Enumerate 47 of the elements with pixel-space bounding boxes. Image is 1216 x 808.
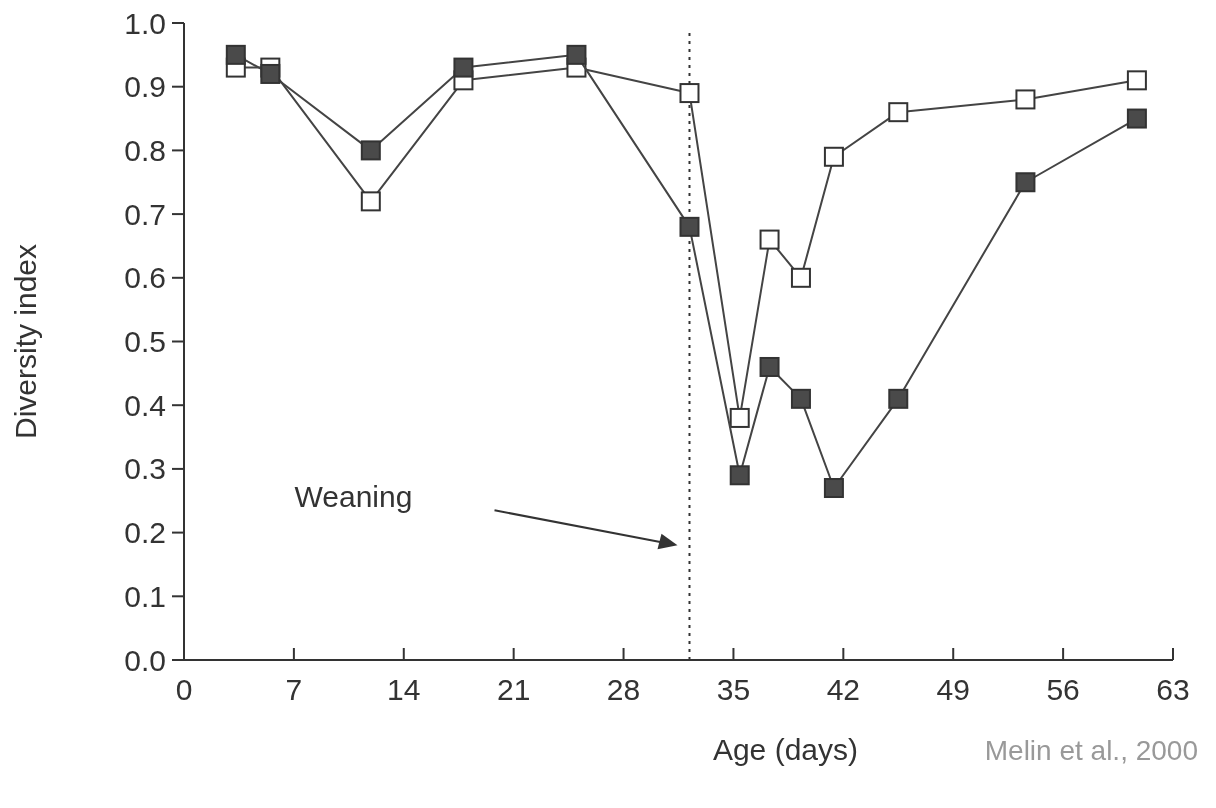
y-tick-label: 0.8 bbox=[124, 133, 166, 167]
x-tick-label: 56 bbox=[1046, 673, 1080, 706]
x-tick-label: 42 bbox=[826, 673, 861, 706]
point bbox=[1015, 89, 1036, 110]
point bbox=[1126, 70, 1147, 91]
point bbox=[1126, 108, 1147, 129]
x-tick-label: 49 bbox=[936, 673, 970, 706]
point bbox=[225, 44, 246, 65]
y-tick-label: 0.7 bbox=[124, 197, 166, 231]
y-tick-label: 0.6 bbox=[124, 261, 166, 295]
x-tick-label: 0 bbox=[175, 673, 193, 706]
text: Melin et al., 2000 bbox=[984, 735, 1198, 766]
y-tick-label: 0.2 bbox=[124, 516, 166, 550]
y-tick-label: 0.1 bbox=[124, 579, 166, 613]
point bbox=[360, 140, 381, 161]
point bbox=[823, 146, 844, 167]
x-axis-title: Age (days) bbox=[712, 733, 858, 766]
ref-line-label: Weaning bbox=[294, 480, 413, 514]
point bbox=[729, 407, 750, 428]
x-tick-label: 21 bbox=[496, 673, 531, 706]
x-tick-label: 63 bbox=[1156, 673, 1190, 706]
x-tick-label: 28 bbox=[606, 673, 641, 706]
y-tick-label: 0.9 bbox=[124, 70, 166, 104]
point bbox=[888, 102, 909, 123]
x-tick-label: 14 bbox=[387, 673, 421, 706]
point bbox=[360, 191, 381, 212]
x-tick-label: 35 bbox=[716, 673, 751, 706]
point bbox=[566, 44, 587, 65]
point bbox=[729, 465, 750, 486]
y-tick-label: 0.0 bbox=[124, 643, 166, 677]
y-axis-title: Diversity index bbox=[9, 243, 42, 440]
point bbox=[679, 216, 700, 237]
y-tick-label: 0.3 bbox=[124, 452, 166, 486]
point bbox=[888, 388, 909, 409]
point bbox=[790, 388, 811, 409]
point bbox=[759, 356, 780, 377]
point bbox=[679, 83, 700, 104]
x-tick-label: 7 bbox=[285, 673, 303, 706]
point bbox=[823, 478, 844, 499]
y-tick-label: 1.0 bbox=[124, 6, 166, 40]
point bbox=[790, 267, 811, 288]
y-tick-label: 0.5 bbox=[124, 325, 166, 358]
point bbox=[453, 57, 474, 78]
point bbox=[1015, 172, 1036, 193]
point bbox=[759, 229, 780, 250]
point bbox=[260, 63, 281, 84]
y-tick-label: 0.4 bbox=[124, 388, 166, 422]
